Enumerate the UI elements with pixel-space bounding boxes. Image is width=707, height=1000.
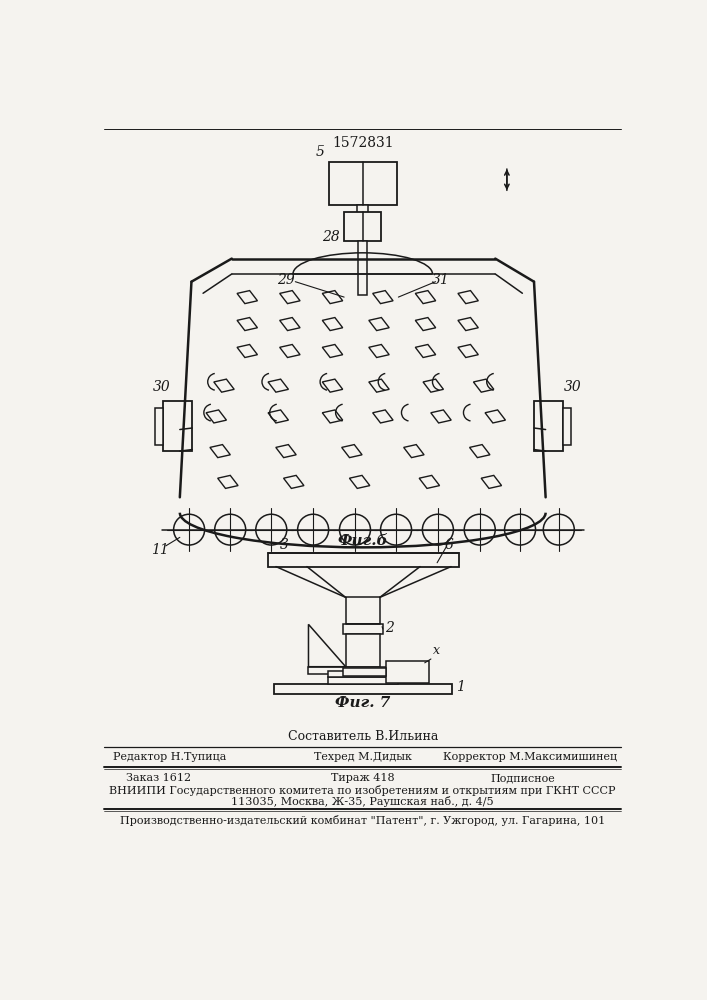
Text: 5: 5 — [316, 144, 325, 158]
Text: Корректор М.Максимишинец: Корректор М.Максимишинец — [443, 752, 617, 762]
Text: 3: 3 — [280, 538, 289, 552]
Text: Фиг. 7: Фиг. 7 — [335, 696, 390, 710]
Bar — [357, 205, 368, 222]
Text: Заказ 1612: Заказ 1612 — [126, 773, 191, 783]
Bar — [163, 401, 192, 451]
Text: 30: 30 — [152, 380, 170, 394]
Text: 6: 6 — [444, 538, 453, 552]
Bar — [328, 671, 397, 677]
Text: 30: 30 — [564, 380, 582, 394]
Text: ВНИИПИ Государственного комитета по изобретениям и открытиям при ГКНТ СССР: ВНИИПИ Государственного комитета по изоб… — [110, 785, 616, 796]
Text: Подписное: Подписное — [490, 773, 555, 783]
Bar — [534, 401, 563, 451]
Bar — [346, 597, 380, 624]
Text: 31: 31 — [432, 273, 450, 287]
Text: Производственно-издательский комбинат "Патент", г. Ужгород, ул. Гагарина, 101: Производственно-издательский комбинат "П… — [120, 815, 605, 826]
Bar — [268, 553, 459, 567]
Text: 1572831: 1572831 — [332, 136, 394, 150]
Bar — [344, 212, 381, 241]
Bar — [343, 668, 386, 676]
Bar — [329, 162, 397, 205]
Bar — [343, 624, 383, 634]
Text: 1: 1 — [456, 680, 464, 694]
Text: 11: 11 — [151, 543, 168, 557]
Text: x: x — [433, 644, 440, 657]
Bar — [155, 408, 163, 445]
Text: Тираж 418: Тираж 418 — [331, 773, 395, 783]
Bar — [563, 408, 571, 445]
Text: Техред М.Дидык: Техред М.Дидык — [314, 752, 411, 762]
Text: Редактор Н.Тупица: Редактор Н.Тупица — [113, 752, 226, 762]
Bar — [358, 241, 368, 295]
Text: 29: 29 — [277, 273, 295, 287]
Bar — [386, 661, 428, 683]
Text: 2: 2 — [385, 621, 395, 635]
Bar — [274, 684, 452, 694]
Bar — [308, 667, 417, 674]
Text: Составитель В.Ильина: Составитель В.Ильина — [288, 730, 438, 742]
Text: 113035, Москва, Ж-35, Раушская наб., д. 4/5: 113035, Москва, Ж-35, Раушская наб., д. … — [231, 796, 494, 807]
Text: 28: 28 — [322, 230, 340, 244]
Bar — [328, 677, 397, 684]
Text: Фиг.б: Фиг.б — [337, 534, 388, 548]
Bar — [346, 634, 380, 667]
